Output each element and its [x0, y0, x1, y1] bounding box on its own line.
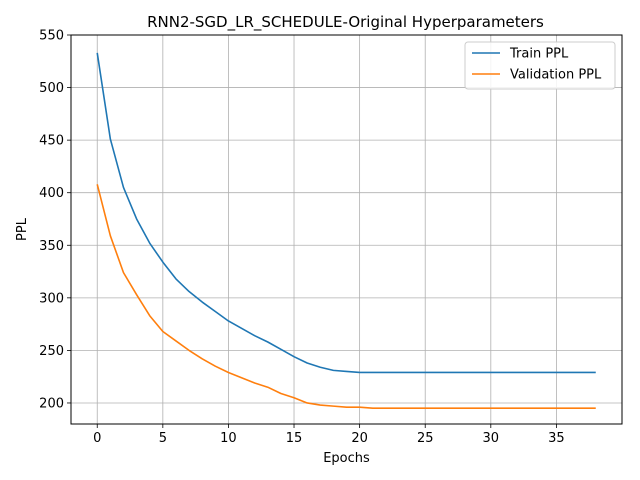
legend: Train PPL Validation PPL [464, 41, 616, 90]
x-tick-label: 25 [417, 431, 434, 446]
y-tick-label: 200 [39, 396, 64, 411]
y-axis-label: PPL [15, 217, 30, 241]
y-tick-label: 350 [39, 239, 64, 254]
series-line-1 [96, 184, 596, 410]
x-tick-label: 15 [286, 431, 303, 446]
x-tick-label: 0 [93, 431, 101, 446]
plot-frame [70, 34, 623, 425]
ticks: 0 5 10 15 20 25 30 35 200 250 300 350 400 450 500 550 [39, 29, 565, 447]
y-tick-label: 450 [39, 134, 64, 149]
x-tick-label: 30 [483, 431, 500, 446]
y-tick-label: 550 [39, 29, 64, 44]
legend-box [464, 41, 616, 90]
y-tick-label: 250 [39, 344, 64, 359]
chart-title: RNN2-SGD_LR_SCHEDULE-Original Hyperparam… [147, 13, 544, 32]
x-tick-label: 35 [548, 431, 565, 446]
series-layer [96, 52, 596, 410]
x-tick-label: 20 [351, 431, 368, 446]
y-tick-label: 400 [39, 186, 64, 201]
legend-label: Train PPL [509, 47, 569, 62]
x-tick-label: 5 [159, 431, 167, 446]
legend-label: Validation PPL [510, 68, 602, 83]
y-tick-label: 300 [39, 291, 64, 306]
grid [71, 34, 622, 424]
x-axis-label: Epochs [323, 451, 370, 466]
y-tick-label: 500 [39, 81, 64, 96]
series-line-0 [96, 52, 596, 374]
x-tick-label: 10 [220, 431, 237, 446]
